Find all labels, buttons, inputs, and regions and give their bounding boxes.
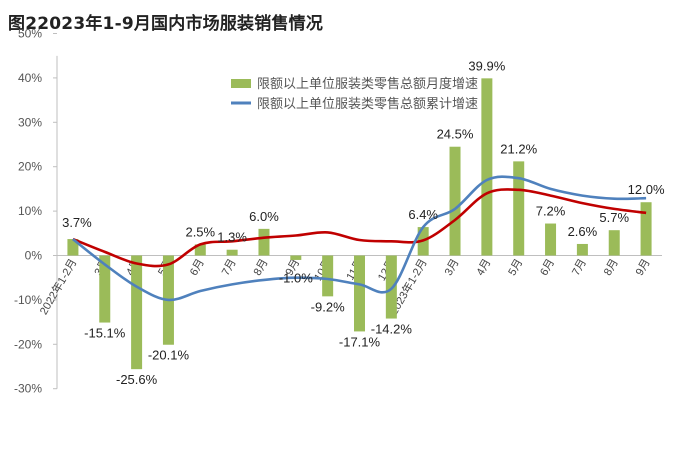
y-tick-label: 10% — [18, 204, 42, 218]
data-label-12: 24.5% — [437, 127, 474, 142]
bar-5 — [226, 249, 238, 256]
data-label-5: 1.3% — [217, 230, 247, 245]
bar-17 — [608, 230, 620, 256]
y-tick-label: -10% — [14, 293, 42, 307]
bar-9 — [354, 255, 365, 332]
x-tick-label: 2022年1-2月 — [36, 256, 79, 317]
data-label-8: -9.2% — [311, 299, 345, 314]
line-series — [72, 175, 647, 302]
data-label-14: 21.2% — [500, 141, 537, 156]
bar-6 — [258, 228, 270, 256]
data-label-10: -14.2% — [371, 322, 413, 337]
bar-15 — [545, 223, 557, 256]
data-label-15: 7.2% — [536, 204, 566, 219]
y-tick-label: -30% — [14, 382, 42, 396]
y-tick-label: 20% — [18, 160, 42, 174]
data-label-2: -25.6% — [116, 372, 158, 387]
data-label-7: -1.0% — [279, 271, 313, 286]
bar-18 — [640, 202, 652, 256]
data-label-16: 2.6% — [568, 224, 598, 239]
data-labels: 3.7% -15.1% -25.6% -20.1% 2.5% 1.3%6.0% -1.0% -… — [62, 58, 665, 387]
data-label-6: 6.0% — [249, 209, 279, 224]
bar-8 — [322, 255, 334, 297]
y-tick-label: 0% — [25, 249, 43, 263]
data-label-9: -17.1% — [339, 334, 381, 349]
bar-7 — [290, 255, 302, 260]
x-tick-label: 9月 — [634, 257, 653, 278]
x-tick-label: 3月 — [443, 257, 462, 278]
x-tick-label: 4月 — [475, 257, 494, 278]
bar-13 — [481, 78, 493, 256]
y-tick-label: 40% — [18, 71, 42, 85]
bar-14 — [513, 161, 525, 256]
x-tick-label: 8月 — [252, 257, 271, 278]
data-label-1: -15.1% — [84, 326, 126, 341]
y-tick-label: 50% — [18, 27, 42, 41]
data-label-11: 6.4% — [408, 207, 438, 222]
figure-title: 图22023年1-9月国内市场服装销售情况 — [8, 14, 324, 34]
data-label-4: 2.5% — [185, 224, 215, 239]
x-tick-label: 6月 — [188, 257, 207, 278]
x-tick-label: 6月 — [538, 257, 557, 278]
y-tick-label: -20% — [14, 337, 42, 351]
bar-16 — [576, 243, 588, 256]
bar-2 — [131, 255, 143, 370]
line-monthly-red — [72, 188, 647, 268]
x-tick-label: 7月 — [570, 257, 589, 278]
data-label-0: 3.7% — [62, 215, 92, 230]
bar-12 — [449, 146, 461, 256]
x-tick-label: 7月 — [220, 257, 239, 278]
legend-line-label: 限额以上单位服装类零售总额累计增速 — [257, 96, 478, 111]
bar-1 — [99, 255, 111, 323]
data-label-18: 12.0% — [628, 182, 665, 197]
data-label-3: -20.1% — [148, 348, 190, 363]
x-tick-label: 8月 — [602, 257, 621, 278]
bar-series — [67, 78, 652, 370]
legend-bar-swatch — [231, 79, 251, 88]
bar-4 — [194, 244, 206, 256]
line-cumulative-blue — [72, 175, 647, 302]
data-label-13: 39.9% — [468, 58, 505, 73]
legend-bar-label: 限额以上单位服装类零售总额月度增速 — [257, 76, 478, 91]
bar-0 — [67, 239, 79, 256]
x-tick-label: 5月 — [506, 257, 525, 278]
data-label-17: 5.7% — [599, 210, 629, 225]
y-tick-label: 30% — [18, 115, 42, 129]
